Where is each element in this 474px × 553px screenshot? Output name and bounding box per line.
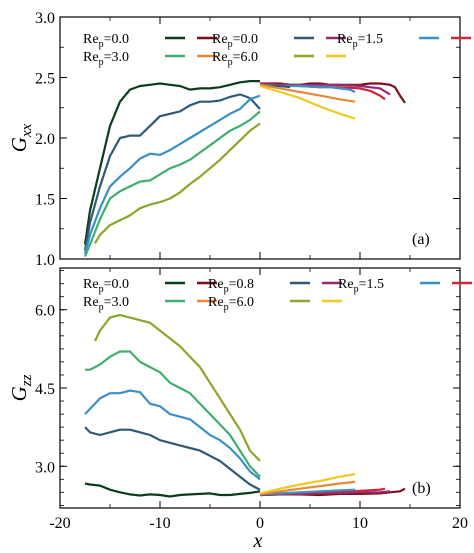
series-line <box>85 350 261 478</box>
y-tick-label: 1.5 <box>35 192 55 209</box>
legend-label: Rep=6.0 <box>208 295 254 313</box>
series-line <box>259 84 356 120</box>
series-line <box>94 122 261 244</box>
legend-label: Rep=1.5 <box>338 277 384 295</box>
series-line <box>83 94 261 255</box>
series-line <box>83 93 261 251</box>
legend-label: Rep=0.0 <box>83 277 129 295</box>
series-line <box>259 480 356 495</box>
y-axis-label-main: G <box>7 137 31 152</box>
y-tick-label: 6.0 <box>35 303 55 320</box>
legend-label: Rep=3.0 <box>83 50 129 68</box>
y-axis-label-main: G <box>7 386 31 401</box>
y-tick-label: 3.0 <box>35 459 55 476</box>
y-axis-label-sub: zz <box>19 374 35 387</box>
legend-label: Rep=3.0 <box>83 295 129 313</box>
series-line <box>84 389 261 481</box>
y-tick-label: 2.0 <box>35 131 55 148</box>
x-tick-label: -20 <box>49 515 70 532</box>
y-axis-label-sub: xx <box>19 123 35 138</box>
y-axis-label: Gxx <box>7 123 35 152</box>
legend-label: Rep=6.0 <box>212 50 258 68</box>
series-line <box>83 80 260 245</box>
legend-label: Rep=0.8 <box>208 277 254 295</box>
series-line <box>94 313 261 462</box>
legend-label: Rep=0.0 <box>212 32 258 50</box>
series-line <box>84 482 261 498</box>
x-tick-label: 10 <box>352 515 368 532</box>
x-axis-label: x <box>253 530 263 552</box>
legend-label: Rep=0.0 <box>83 32 129 50</box>
panel-label: (a) <box>412 231 430 248</box>
y-tick-label: 1.0 <box>35 252 55 269</box>
y-tick-label: 4.5 <box>35 381 55 398</box>
legend-label: Rep=1.5 <box>337 32 383 50</box>
y-tick-label: 3.0 <box>35 10 55 27</box>
panel-label: (b) <box>412 480 431 497</box>
x-tick-label: -10 <box>149 515 170 532</box>
panel-a: 1.0 1.5 2.0 2.5 3.0 Gxx (a) Rep=0.0 Rep=0.0 Rep=1… <box>7 10 471 269</box>
x-tick-label: 20 <box>452 515 468 532</box>
y-axis-label: Gzz <box>7 374 35 401</box>
series-line <box>259 83 356 103</box>
series-line <box>259 488 356 496</box>
x-tick-label: 0 <box>256 515 264 532</box>
series-line <box>83 110 261 258</box>
series-line <box>259 473 356 495</box>
series-line <box>84 426 261 491</box>
y-tick-label: 2.5 <box>35 71 55 88</box>
panel-b: 3.0 4.5 6.0 -20 -10 0 10 20 Gzz (b) Rep=0.0 Rep=0.8… <box>7 267 472 532</box>
